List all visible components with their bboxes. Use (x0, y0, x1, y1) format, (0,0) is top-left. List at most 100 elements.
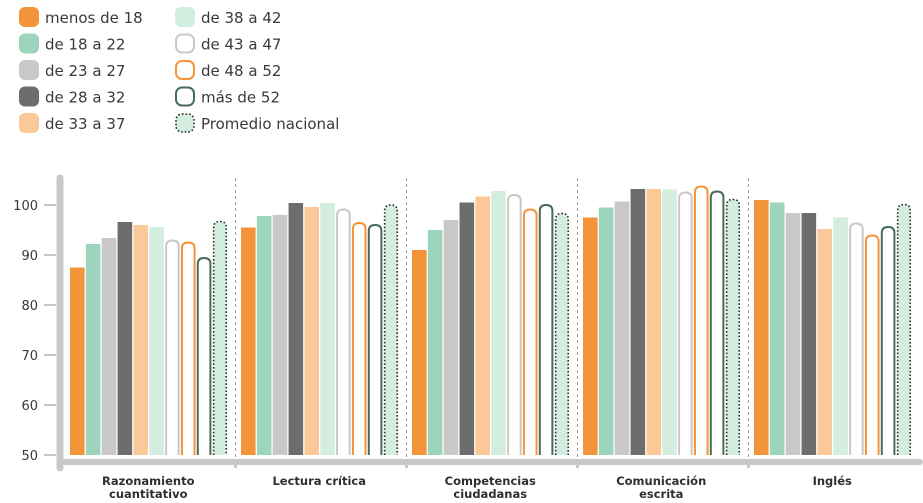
bar-de-48-a-52-competencias-ciudadanas (522, 208, 538, 455)
x-axis-categories: Razonamiento cuantitativo Lectura crítica C… (102, 474, 852, 501)
y-tick-label: 70 (21, 349, 38, 364)
bar-mas-de-52-razonamiento-cuantitativo (196, 257, 212, 455)
y-tick-label: 100 (13, 199, 38, 214)
bar-de-28-a-32-comunicacion-escrita (630, 189, 646, 455)
x-tick-label-competencias-ciudadanas: Competencias ciudadanas (445, 474, 536, 501)
bar-mas-de-52-ingles (880, 226, 896, 455)
bar-de-43-a-47-comunicacion-escrita (678, 191, 693, 455)
bar-de-38-a-42-lectura-critica (320, 203, 335, 455)
bar-menos-de-18-lectura-critica (241, 227, 256, 455)
legend-item-mas-de-52: más de 52 (175, 86, 280, 107)
bar-de-28-a-32-razonamiento-cuantitativo (117, 222, 133, 455)
y-tick-label: 50 (21, 449, 38, 464)
bar-de-18-a-22-comunicacion-escrita (598, 207, 614, 455)
bar-de-18-a-22-competencias-ciudadanas (427, 230, 443, 455)
chart-axes (56, 174, 923, 472)
bar-de-28-a-32-lectura-critica (288, 203, 304, 455)
legend-item-de-38-a-42: de 38 a 42 (175, 7, 281, 27)
x-tick-label-comunicacion-escrita: Comunicación escrita (616, 474, 706, 501)
legend-item-de-33-a-37: de 33 a 37 (19, 113, 125, 133)
legend-label: más de 52 (201, 89, 280, 107)
bar-de-18-a-22-lectura-critica (256, 216, 272, 455)
legend-label: de 18 a 22 (45, 36, 125, 54)
bar-de-28-a-32-ingles (801, 213, 817, 455)
bar-promedio-nacional-lectura-critica (383, 204, 399, 455)
legend-label: de 28 a 32 (45, 89, 125, 107)
x-tick-label-lectura-critica: Lectura crítica (272, 474, 366, 488)
y-axis-ticks: 50 60 70 80 90 100 (13, 199, 56, 464)
bar-group-comunicacion-escrita (583, 185, 741, 455)
bar-de-43-a-47-competencias-ciudadanas (507, 194, 522, 455)
bar-de-18-a-22-ingles (769, 202, 785, 455)
chart-bars (70, 185, 912, 455)
y-tick-label: 60 (21, 399, 38, 414)
bar-promedio-nacional-comunicacion-escrita (725, 198, 741, 455)
bar-mas-de-52-lectura-critica (367, 224, 383, 455)
bar-de-23-a-27-comunicacion-escrita (614, 201, 630, 455)
bar-promedio-nacional-razonamiento-cuantitativo (212, 220, 228, 455)
legend-item-menos-de-18: menos de 18 (19, 7, 143, 27)
legend-item-de-18-a-22: de 18 a 22 (19, 33, 125, 54)
bar-de-28-a-32-competencias-ciudadanas (459, 202, 475, 455)
legend-item-de-43-a-47: de 43 a 47 (175, 33, 281, 54)
legend-label: Promedio nacional (201, 115, 339, 133)
legend-label: de 33 a 37 (45, 115, 125, 133)
category-separators (235, 178, 749, 462)
legend-swatch (19, 113, 39, 133)
legend-item-promedio-nacional: Promedio nacional (175, 113, 339, 133)
y-tick-label: 80 (21, 299, 38, 314)
legend-swatch (19, 7, 39, 27)
bar-menos-de-18-ingles (754, 200, 769, 455)
bar-de-48-a-52-razonamiento-cuantitativo (180, 241, 196, 455)
bar-de-38-a-42-razonamiento-cuantitativo (149, 227, 164, 455)
legend-swatch (175, 86, 195, 107)
bar-de-48-a-52-lectura-critica (351, 222, 367, 455)
bar-de-33-a-37-competencias-ciudadanas (475, 196, 490, 455)
bar-de-23-a-27-lectura-critica (272, 215, 288, 455)
bar-group-competencias-ciudadanas (412, 191, 570, 455)
legend-swatch (175, 113, 195, 133)
legend-swatch (175, 7, 195, 27)
legend-item-de-48-a-52: de 48 a 52 (175, 60, 281, 80)
legend-item-de-23-a-27: de 23 a 27 (19, 60, 125, 80)
bar-promedio-nacional-ingles (896, 203, 912, 455)
bar-de-18-a-22-razonamiento-cuantitativo (85, 244, 101, 455)
x-tick-label-ingles: Inglés (813, 474, 852, 488)
x-tick-label-razonamiento-cuantitativo: Razonamiento cuantitativo (102, 474, 195, 501)
bar-group-ingles (754, 200, 912, 455)
legend-label: de 23 a 27 (45, 62, 125, 80)
legend-label: de 48 a 52 (201, 62, 281, 80)
chart-legend: menos de 18 de 18 a 22 de 23 a 27 de 28 a 3… (19, 7, 339, 133)
bar-de-23-a-27-competencias-ciudadanas (443, 220, 459, 455)
legend-swatch (19, 60, 39, 80)
bar-de-48-a-52-ingles (864, 234, 880, 455)
legend-label: de 38 a 42 (201, 9, 281, 27)
bar-menos-de-18-razonamiento-cuantitativo (70, 267, 85, 455)
bar-de-43-a-47-ingles (849, 222, 864, 455)
legend-swatch (19, 33, 39, 54)
bar-menos-de-18-competencias-ciudadanas (412, 250, 427, 455)
bar-de-33-a-37-comunicacion-escrita (646, 189, 661, 455)
legend-label: menos de 18 (45, 9, 143, 27)
bar-de-38-a-42-competencias-ciudadanas (491, 191, 506, 455)
bar-de-43-a-47-razonamiento-cuantitativo (165, 239, 180, 455)
bar-de-23-a-27-razonamiento-cuantitativo (101, 238, 117, 455)
bar-mas-de-52-competencias-ciudadanas (538, 204, 554, 455)
legend-swatch (175, 33, 195, 54)
bar-mas-de-52-comunicacion-escrita (709, 190, 725, 455)
bar-group-razonamiento-cuantitativo (70, 220, 228, 455)
bar-de-33-a-37-razonamiento-cuantitativo (133, 225, 148, 455)
bar-de-33-a-37-ingles (817, 229, 832, 455)
legend-item-de-28-a-32: de 28 a 32 (19, 86, 125, 107)
bar-de-48-a-52-comunicacion-escrita (693, 185, 709, 455)
legend-swatch (175, 60, 195, 80)
bar-promedio-nacional-competencias-ciudadanas (554, 212, 570, 455)
bar-de-38-a-42-comunicacion-escrita (662, 189, 677, 455)
bar-de-33-a-37-lectura-critica (304, 207, 319, 455)
bar-group-lectura-critica (241, 203, 399, 455)
bar-de-23-a-27-ingles (785, 213, 801, 455)
legend-label: de 43 a 47 (201, 36, 281, 54)
y-tick-label: 90 (21, 249, 38, 264)
bar-menos-de-18-comunicacion-escrita (583, 217, 598, 455)
